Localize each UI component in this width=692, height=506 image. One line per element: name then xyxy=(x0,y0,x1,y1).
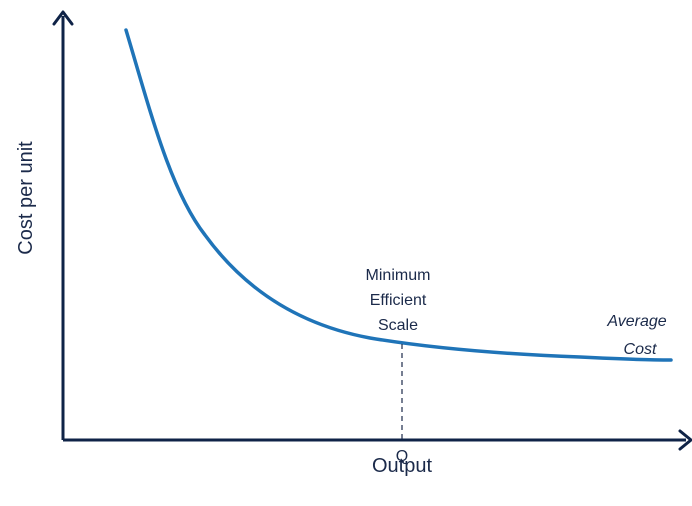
x-axis-label: Output xyxy=(372,455,432,477)
y-axis-label: Cost per unit xyxy=(15,141,37,255)
average-cost-label-line1: Average xyxy=(606,313,666,330)
y-axis-arrowhead xyxy=(52,10,74,26)
x-axis-arrowhead xyxy=(678,429,692,451)
average-cost-curve xyxy=(124,28,673,362)
mes-label-line3: Scale xyxy=(378,317,418,334)
mes-label-line2: Efficient xyxy=(370,292,427,309)
q-label: Q xyxy=(396,448,408,465)
average-cost-label-line2: Cost xyxy=(624,341,657,358)
mes-label-line1: Minimum xyxy=(366,267,431,284)
